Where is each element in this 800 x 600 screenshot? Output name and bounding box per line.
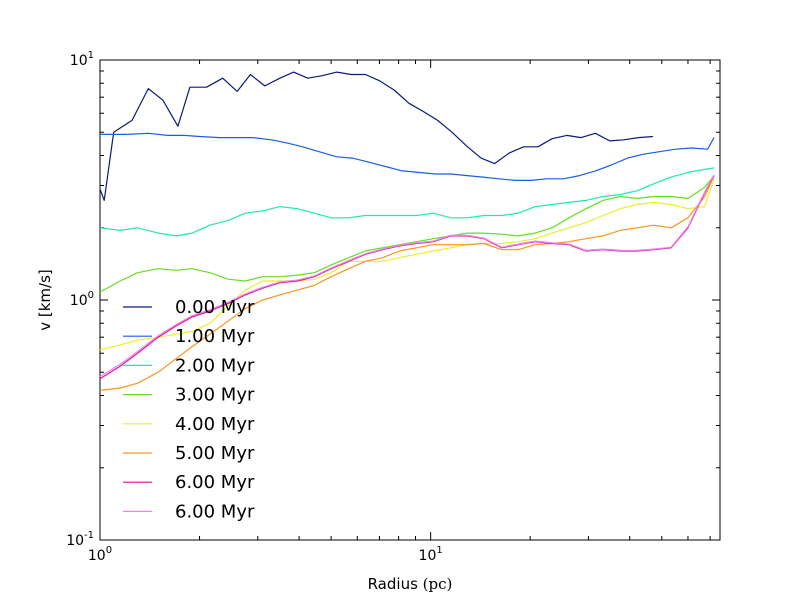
legend: 0.00 Myr 1.00 Myr 2.00 Myr 3.00 Myr 4.00 Myr… (123, 297, 255, 522)
y-tick-label: 10-1 (66, 530, 94, 549)
series-lines (99, 71, 715, 391)
y-tick-label-exponent: 0 (88, 290, 94, 301)
legend-label-2: 2.00 Myr (175, 355, 255, 376)
x-axis-label-unit: (pc) (423, 575, 453, 593)
series-line-5 (99, 175, 715, 391)
x-tick-label-exponent: 1 (436, 545, 442, 556)
series-line-2 (99, 167, 715, 237)
x-axis-label: Radius (pc) (368, 575, 453, 593)
x-axis-label-text: Radius (368, 575, 418, 593)
y-tick-label-base: 10 (70, 53, 88, 69)
y-axis-label: v [km/s] (36, 269, 54, 331)
series-line-6 (99, 175, 715, 380)
legend-label-7: 6.00 Myr (175, 501, 255, 522)
series-line-7 (99, 174, 715, 378)
y-tick-label: 101 (70, 50, 94, 69)
legend-label-1: 1.00 Myr (175, 326, 255, 347)
legend-label-6: 6.00 Myr (175, 472, 255, 493)
legend-label-0: 0.00 Myr (175, 297, 255, 318)
y-tick-label-exponent: -1 (84, 530, 94, 541)
series-line-3 (99, 175, 715, 293)
y-tick-label: 100 (70, 290, 94, 309)
series-line-1 (100, 132, 715, 181)
legend-label-3: 3.00 Myr (175, 385, 255, 406)
legend-label-5: 5.00 Myr (175, 443, 255, 464)
x-tick-label-base: 10 (419, 548, 437, 564)
legend-label-4: 4.00 Myr (175, 414, 255, 435)
x-tick-label: 101 (419, 545, 443, 564)
axis-ticks (99, 59, 720, 541)
x-tick-label-base: 10 (88, 548, 106, 564)
y-tick-label-base: 10 (66, 533, 84, 549)
y-tick-label-exponent: 1 (88, 50, 94, 61)
series-line-4 (99, 178, 715, 351)
y-tick-label-base: 10 (70, 293, 88, 309)
x-tick-label: 100 (88, 545, 112, 564)
x-tick-label-exponent: 0 (106, 545, 112, 556)
series-line-0 (99, 71, 653, 201)
